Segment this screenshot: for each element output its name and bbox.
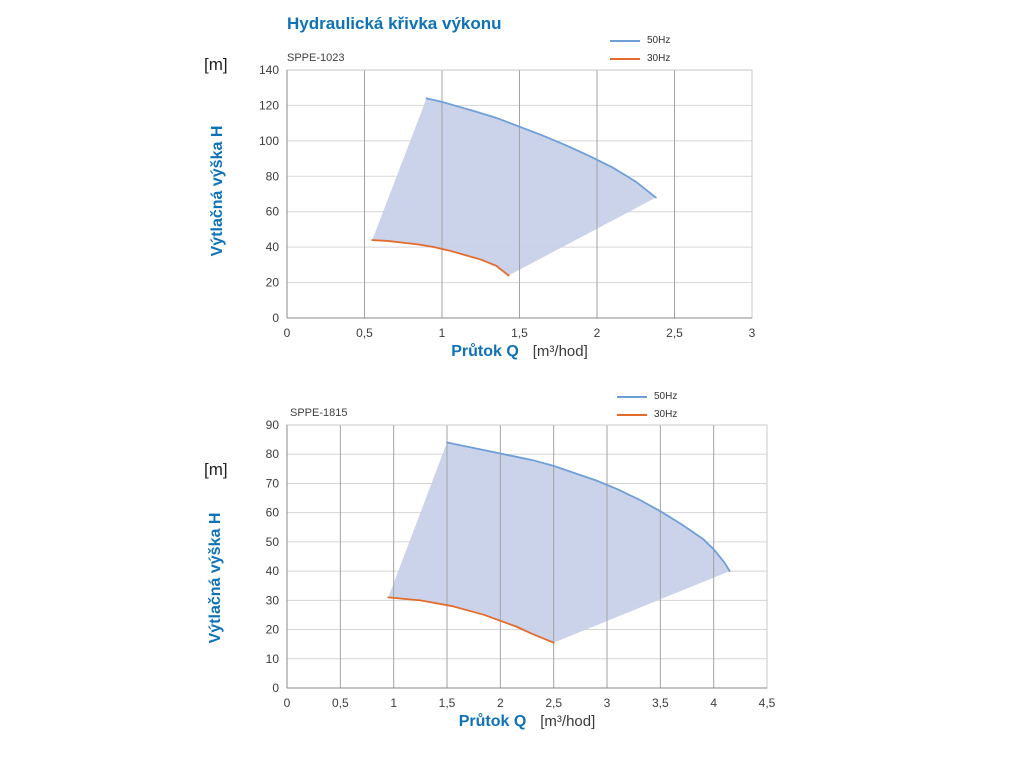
x-axis-unit-label: [m³/hod] <box>540 713 596 730</box>
plot-area: 0 10 20 30 40 50 60 70 80 90 0 0,5 1 1,5 2 2,5 3 3,5 4 4,5 <box>266 418 776 710</box>
x-tick-label: 3 <box>604 696 611 710</box>
legend-swatch-30hz-icon <box>617 413 647 416</box>
x-tick-label: 1 <box>390 696 397 710</box>
y-tick-label: 140 <box>259 63 279 77</box>
x-axis-title: Průtok Q <box>458 713 527 730</box>
x-tick-label: 4,5 <box>759 696 776 710</box>
x-tick-label: 2,5 <box>666 326 683 340</box>
x-tick-label: 3,5 <box>652 696 669 710</box>
legend-label: 30Hz <box>647 53 671 64</box>
x-tick-label: 0,5 <box>356 326 373 340</box>
x-axis-label-row: Průtok Q [m³/hod] <box>287 713 767 731</box>
legend: 50Hz 30Hz <box>610 35 670 64</box>
curve-30hz <box>371 239 510 277</box>
chart-model-label: SPPE-1023 <box>287 52 345 64</box>
legend-item: 50Hz <box>610 35 670 46</box>
chart-model-label: SPPE-1815 <box>290 407 348 419</box>
y-tick-label: 100 <box>259 134 279 148</box>
legend-item: 30Hz <box>617 409 677 420</box>
legend-swatch-50hz-icon <box>610 39 640 42</box>
y-tick-label: 30 <box>266 593 280 607</box>
y-axis-unit-label: [m] <box>204 460 228 479</box>
page-title: Hydraulická křivka výkonu <box>287 14 502 33</box>
legend-label: 30Hz <box>654 409 678 420</box>
y-tick-label: 120 <box>259 98 279 112</box>
y-tick-label: 40 <box>266 564 280 578</box>
legend: 50Hz 30Hz <box>617 391 677 420</box>
y-tick-label: 90 <box>266 418 280 432</box>
x-tick-label: 1 <box>439 326 446 340</box>
x-tick-label: 0,5 <box>332 696 349 710</box>
legend-swatch-30hz-icon <box>610 57 640 60</box>
y-tick-label: 60 <box>266 205 280 219</box>
y-tick-label: 60 <box>266 506 280 520</box>
curve-50hz <box>425 97 657 199</box>
x-tick-label: 2 <box>594 326 601 340</box>
y-axis-unit-label: [m] <box>204 55 228 74</box>
x-axis-label-row: Průtok Q [m³/hod] <box>287 343 752 361</box>
legend-item: 50Hz <box>617 391 677 402</box>
y-tick-label: 0 <box>272 311 279 325</box>
y-tick-label: 40 <box>266 240 280 254</box>
y-tick-label: 0 <box>272 681 279 695</box>
x-tick-label: 1,5 <box>511 326 528 340</box>
performance-envelope-area <box>372 98 656 276</box>
y-tick-label: 50 <box>266 535 280 549</box>
y-tick-label: 20 <box>266 623 280 637</box>
performance-envelope-area <box>388 442 730 643</box>
legend-item: 30Hz <box>610 53 670 64</box>
x-tick-label: 3 <box>749 326 756 340</box>
x-axis-unit-label: [m³/hod] <box>532 343 588 360</box>
y-axis-title: Výtlačná výška H <box>207 512 224 644</box>
x-axis-title: Průtok Q <box>451 343 519 360</box>
x-tick-label: 0 <box>284 696 291 710</box>
x-tick-label: 4 <box>710 696 717 710</box>
y-tick-label: 80 <box>266 447 280 461</box>
legend-label: 50Hz <box>654 391 678 402</box>
x-tick-label: 2,5 <box>545 696 562 710</box>
x-tick-label: 1,5 <box>439 696 456 710</box>
x-tick-label: 2 <box>497 696 504 710</box>
legend-swatch-50hz-icon <box>617 395 647 398</box>
y-axis-title: Výtlačná výška H <box>209 125 226 257</box>
legend-label: 50Hz <box>647 35 671 46</box>
y-tick-label: 80 <box>266 169 280 183</box>
x-tick-label: 0 <box>284 326 291 340</box>
plot-area: 0 20 40 60 80 100 120 140 0 0,5 1 1,5 2 2,5 3 <box>259 63 756 340</box>
y-tick-label: 20 <box>266 276 280 290</box>
curve-30hz <box>387 596 555 644</box>
curve-50hz <box>446 441 731 573</box>
y-tick-label: 10 <box>266 652 280 666</box>
y-tick-label: 70 <box>266 476 280 490</box>
